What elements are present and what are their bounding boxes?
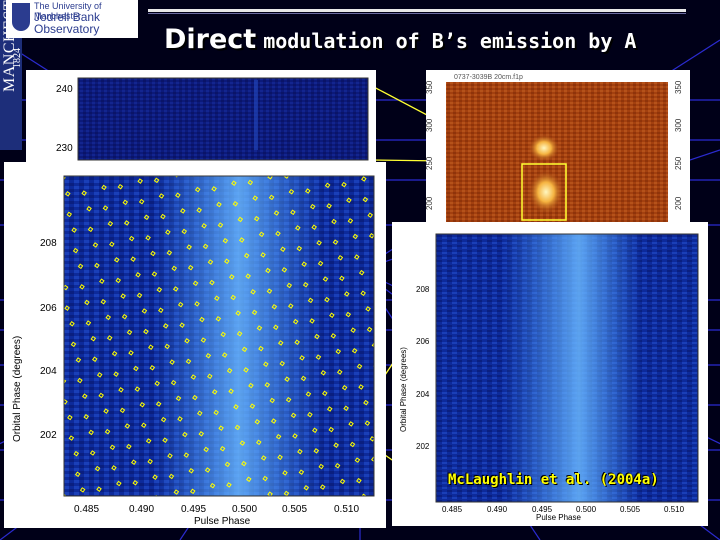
main-right-panel: Orbital Phase (degrees) Pulse Phase 208 … — [392, 222, 708, 526]
logo-university: The University of Manchester — [34, 1, 102, 21]
main-left-xtick-0495: 0.495 — [181, 504, 206, 515]
main-left-panel: Orbital Phase (degrees) Pulse Phase 208 … — [4, 162, 386, 528]
inset-orange-rtick-350: 350 — [674, 80, 683, 94]
inset-orange-ltick-250: 250 — [426, 156, 434, 170]
inset-orange-panel: 0737-3039B 20cm.f1p 350 300 250 200 350 … — [425, 70, 690, 228]
main-left-xtick-0485: 0.485 — [74, 504, 99, 515]
main-right-ytick-202: 202 — [416, 442, 430, 451]
main-left-xtick-0500: 0.500 — [232, 504, 257, 515]
logo-jodrell: Jodrell Bank — [34, 10, 101, 24]
title-rule — [148, 9, 686, 12]
inset-top-panel: 240 230 — [26, 70, 376, 162]
main-left-xtick-0510: 0.510 — [334, 504, 359, 515]
inset-orange-ltick-300: 300 — [426, 118, 434, 132]
main-right-xtick-0500: 0.500 — [576, 505, 597, 514]
inset-orange-header: 0737-3039B 20cm.f1p — [454, 74, 523, 81]
inset-orange-rtick-300: 300 — [674, 118, 683, 132]
main-right-xlabel: Pulse Phase — [536, 513, 581, 522]
slide-title: Direct modulation of B’s emission by A — [164, 24, 636, 55]
title-rest: modulation of B’s emission by A — [263, 29, 637, 53]
main-left-xlabel: Pulse Phase — [194, 516, 251, 527]
main-right-plot: Orbital Phase (degrees) Pulse Phase 208 … — [399, 233, 699, 522]
main-right-xtick-0495: 0.495 — [532, 505, 553, 514]
university-logo: The University of Manchester Jodrell Ban… — [6, 0, 138, 38]
inset-orange-ltick-200: 200 — [426, 196, 434, 210]
inset-orange-rtick-250: 250 — [674, 156, 683, 170]
inset-orange-plot: 0737-3039B 20cm.f1p 350 300 250 200 350 … — [425, 74, 683, 224]
inset-top-ytick-240: 240 — [56, 84, 73, 95]
main-right-xtick-0490: 0.490 — [487, 505, 508, 514]
main-right-ytick-204: 204 — [416, 390, 430, 399]
inset-orange-ltick-350: 350 — [426, 80, 434, 94]
citation: McLaughlin et al. (2004a) — [448, 472, 659, 488]
main-left-xtick-0505: 0.505 — [282, 504, 307, 515]
title-direct: Direct — [164, 24, 257, 55]
main-left-ytick-206: 206 — [40, 303, 57, 314]
main-right-ylabel: Orbital Phase (degrees) — [399, 347, 408, 432]
main-left-ylabel: Orbital Phase (degrees) — [12, 336, 23, 442]
main-left-ytick-208: 208 — [40, 238, 57, 249]
title-rule-shadow — [148, 13, 686, 14]
main-left-ytick-202: 202 — [40, 430, 57, 441]
main-right-ytick-208: 208 — [416, 285, 430, 294]
main-left-ytick-204: 204 — [40, 366, 57, 377]
crest-icon — [12, 3, 30, 31]
main-left-xtick-0490: 0.490 — [129, 504, 154, 515]
main-left-plot: Orbital Phase (degrees) Pulse Phase 208 … — [12, 175, 375, 527]
main-right-xtick-0510: 0.510 — [664, 505, 685, 514]
inset-top-ytick-230: 230 — [56, 143, 73, 154]
main-right-xtick-0485: 0.485 — [442, 505, 463, 514]
logo-observatory: Observatory — [34, 22, 100, 36]
main-right-ytick-206: 206 — [416, 337, 430, 346]
inset-orange-rtick-200: 200 — [674, 196, 683, 210]
main-right-xtick-0505: 0.505 — [620, 505, 641, 514]
inset-top-plot: 240 230 — [56, 77, 369, 161]
